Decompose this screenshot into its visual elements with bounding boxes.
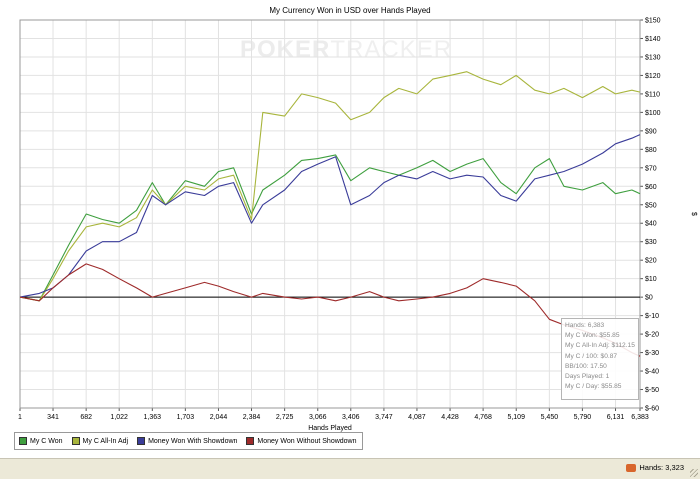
series-line-3 bbox=[19, 263, 641, 357]
legend-item-showdown[interactable]: Money Won With Showdown bbox=[133, 437, 242, 445]
tooltip-c-allin: My C All-In Adj: $112.15 bbox=[565, 342, 635, 350]
y-tick-label: $150 bbox=[645, 18, 661, 25]
y-axis-label: $ bbox=[690, 212, 697, 216]
x-tick-label: 1,703 bbox=[177, 414, 195, 421]
y-tick-label: $20 bbox=[645, 258, 657, 265]
y-tick-label: $-50 bbox=[645, 387, 659, 394]
x-tick-label: 5,790 bbox=[574, 414, 592, 421]
legend-swatch bbox=[137, 437, 146, 445]
y-tick-label: $110 bbox=[645, 91, 660, 98]
tooltip-hands: Hands: 6,383 bbox=[565, 322, 605, 329]
legend-label: Money Won Without Showdown bbox=[257, 437, 357, 445]
x-tick-label: 2,725 bbox=[276, 414, 294, 421]
legend-swatch bbox=[71, 437, 80, 445]
y-tick-label: $-30 bbox=[645, 350, 659, 357]
y-tick-label: $140 bbox=[645, 36, 661, 43]
x-tick-label: 3,747 bbox=[375, 414, 393, 421]
y-tick-label: $-10 bbox=[645, 313, 659, 320]
x-tick-label: 5,109 bbox=[507, 414, 525, 421]
series-line-1 bbox=[19, 71, 641, 302]
x-tick-label: 3,406 bbox=[342, 414, 360, 421]
x-tick-label: 5,450 bbox=[541, 414, 559, 421]
y-tick-label: $130 bbox=[645, 54, 661, 61]
legend-label: My C All-In Adj bbox=[82, 437, 129, 445]
x-tick-label: 2,044 bbox=[210, 414, 228, 421]
x-tick-label: 3,066 bbox=[309, 414, 327, 421]
legend-swatch bbox=[246, 437, 255, 445]
resize-grip[interactable] bbox=[690, 469, 698, 477]
legend-item-c-won[interactable]: My C Won bbox=[15, 437, 68, 445]
status-hands: Hands: 3,323 bbox=[626, 463, 684, 472]
x-tick-label: 4,768 bbox=[474, 414, 492, 421]
y-tick-label: $120 bbox=[645, 73, 661, 80]
tooltip-days-played: Days Played: 1 bbox=[565, 373, 610, 381]
x-tick-label: 341 bbox=[47, 414, 59, 421]
x-tick-label: 2,384 bbox=[243, 414, 261, 421]
x-tick-label: 6,383 bbox=[631, 414, 649, 421]
y-tick-label: $80 bbox=[645, 147, 657, 154]
y-tick-label: $-20 bbox=[645, 332, 659, 339]
y-tick-label: $90 bbox=[645, 128, 657, 135]
hover-tooltip: Hands: 6,383 My C Won: $55.85 My C All-I… bbox=[561, 318, 639, 400]
y-tick-label: $-60 bbox=[645, 406, 659, 413]
x-tick-label: 4,087 bbox=[408, 414, 426, 421]
legend-item-c-allin[interactable]: My C All-In Adj bbox=[68, 437, 134, 445]
x-tick-label: 1,022 bbox=[110, 414, 128, 421]
tooltip-c-per-day: My C / Day: $55.85 bbox=[565, 383, 622, 391]
y-tick-label: $10 bbox=[645, 276, 657, 283]
y-tick-label: $0 bbox=[645, 295, 653, 302]
x-tick-label: 1 bbox=[18, 414, 22, 421]
x-axis-label: Hands Played bbox=[308, 425, 352, 432]
x-tick-label: 6,131 bbox=[607, 414, 625, 421]
x-tick-label: 1,363 bbox=[144, 414, 162, 421]
series-line-2 bbox=[19, 134, 641, 298]
tooltip-c-won: My C Won: $55.85 bbox=[565, 332, 620, 340]
chart-title: My Currency Won in USD over Hands Played bbox=[269, 6, 431, 15]
status-hands-label: Hands: 3,323 bbox=[639, 463, 684, 472]
x-tick-label: 4,428 bbox=[441, 414, 459, 421]
y-tick-label: $60 bbox=[645, 184, 657, 191]
status-bar: Hands: 3,323 bbox=[0, 458, 700, 479]
y-tick-label: $100 bbox=[645, 110, 661, 117]
chart-legend: My C Won My C All-In Adj Money Won With … bbox=[14, 432, 363, 450]
legend-label: Money Won With Showdown bbox=[148, 437, 238, 445]
x-tick-label: 682 bbox=[80, 414, 92, 421]
series-line-0 bbox=[19, 154, 641, 302]
plot-frame bbox=[19, 19, 641, 409]
y-tick-label: $30 bbox=[645, 239, 657, 246]
y-tick-label: $50 bbox=[645, 202, 657, 209]
tooltip-c-per100: My C / 100: $0.87 bbox=[565, 352, 618, 360]
y-tick-label: $70 bbox=[645, 165, 657, 172]
tooltip-bb-per100: BB/100: 17.50 bbox=[565, 362, 607, 370]
y-tick-label: $-40 bbox=[645, 369, 659, 376]
legend-label: My C Won bbox=[30, 437, 63, 445]
legend-swatch bbox=[19, 437, 27, 445]
legend-item-no-showdown[interactable]: Money Won Without Showdown bbox=[242, 437, 361, 445]
y-tick-label: $40 bbox=[645, 221, 657, 228]
cards-icon bbox=[626, 463, 637, 472]
